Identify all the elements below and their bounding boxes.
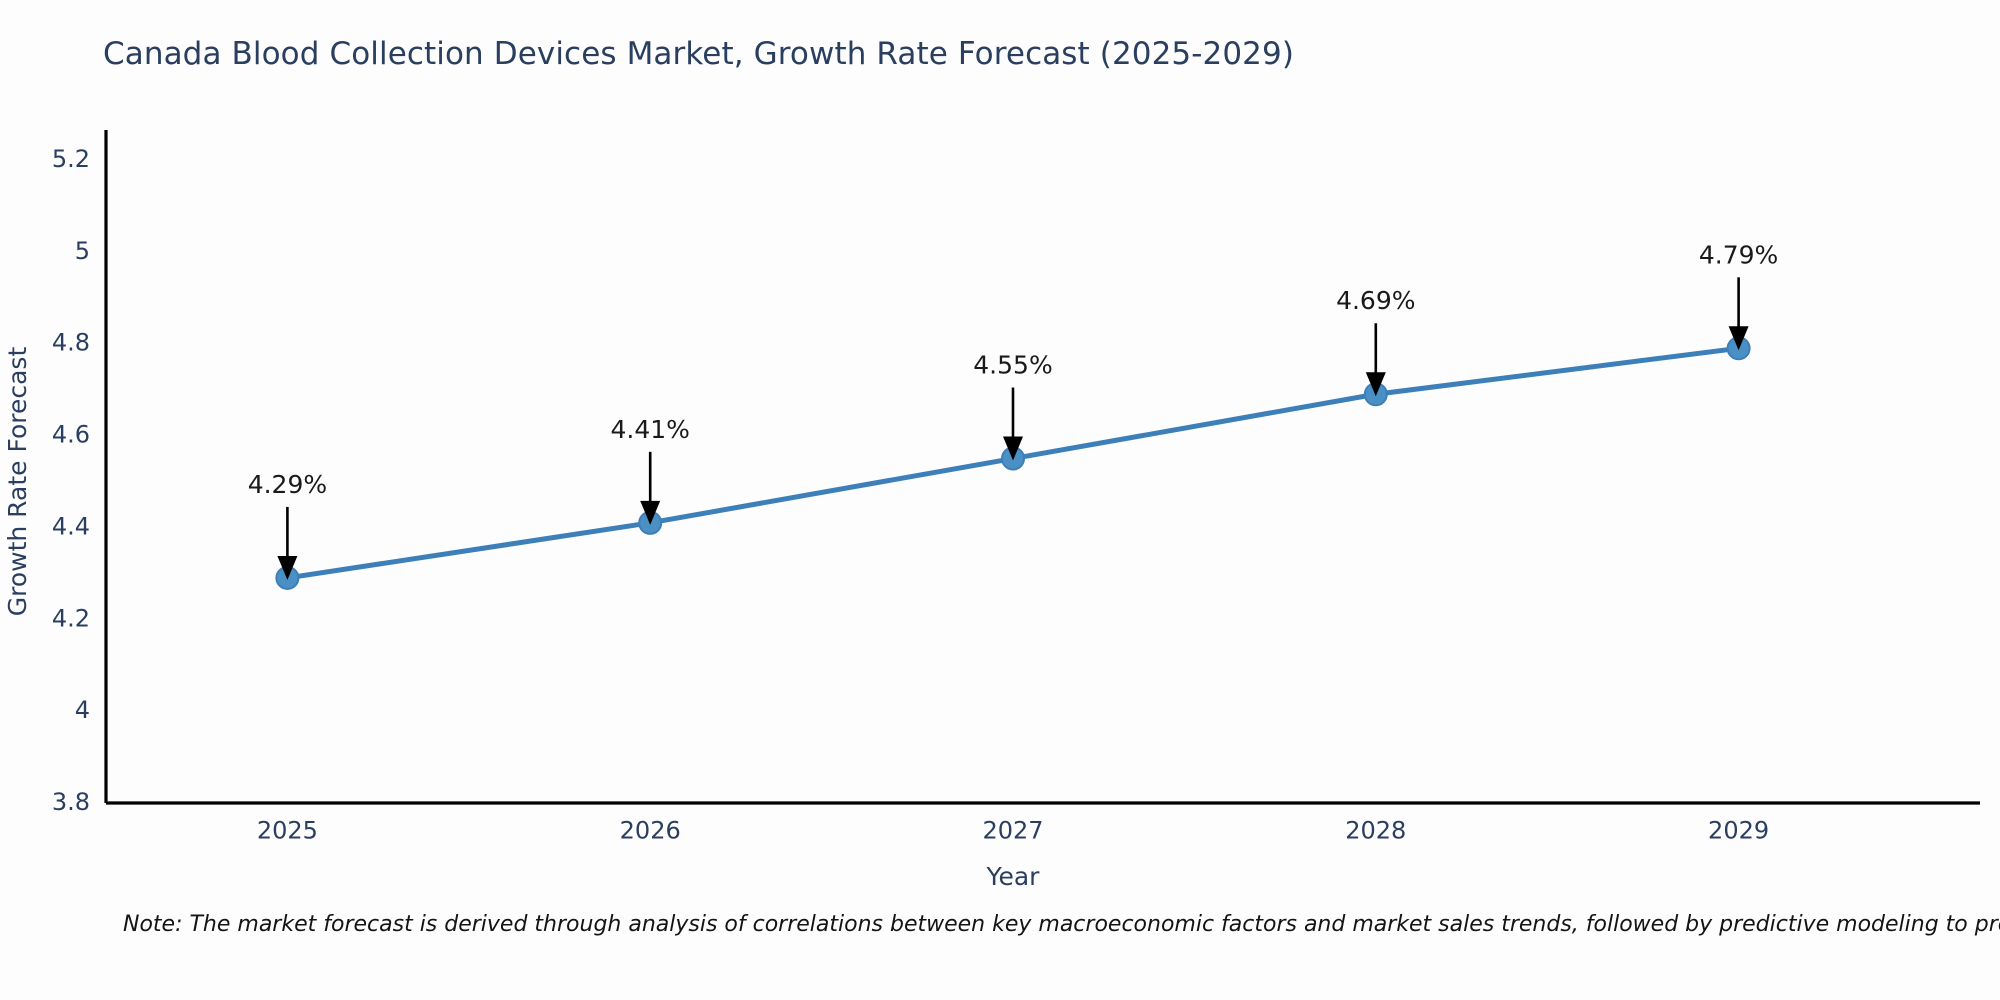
point-value-label: 4.69% xyxy=(1336,286,1415,315)
footnote-text: Note: The market forecast is derived thr… xyxy=(123,912,2000,937)
x-axis-tick-labels: 2025 2026 2027 2028 2029 xyxy=(257,817,1769,845)
y-tick-label: 4.6 xyxy=(52,421,90,449)
page-title: Canada Blood Collection Devices Market, … xyxy=(103,36,1295,72)
y-axis-tick-labels: 3.8 4 4.2 4.4 4.6 4.8 5 5.2 xyxy=(52,145,90,816)
x-tick-label: 2028 xyxy=(1345,817,1406,845)
x-axis-title: Year xyxy=(986,862,1041,891)
annotation-arrow-head xyxy=(640,500,661,525)
y-tick-label: 3.8 xyxy=(52,788,90,816)
annotation-arrow-head xyxy=(277,555,298,580)
x-tick-label: 2026 xyxy=(620,817,681,845)
y-tick-label: 5.2 xyxy=(52,145,90,173)
y-tick-label: 4.2 xyxy=(52,604,90,632)
annotation-arrow-head xyxy=(1365,372,1386,397)
y-tick-label: 5 xyxy=(75,237,90,265)
y-tick-label: 4.8 xyxy=(52,329,90,357)
annotation-arrow-head xyxy=(1003,436,1023,461)
x-tick-label: 2029 xyxy=(1708,817,1769,845)
x-tick-label: 2025 xyxy=(257,817,318,845)
point-value-label: 4.29% xyxy=(248,470,327,499)
point-value-label: 4.41% xyxy=(610,415,689,444)
point-value-label: 4.79% xyxy=(1699,240,1778,269)
point-value-label: 4.55% xyxy=(973,351,1052,380)
annotation-arrow-head xyxy=(1728,326,1749,351)
x-tick-label: 2027 xyxy=(982,817,1043,845)
y-axis-title: Growth Rate Forecast xyxy=(3,347,32,617)
data-point-annotations: 4.29% 4.41% 4.55% 4.69% 4.79% xyxy=(248,240,1778,580)
y-tick-label: 4.4 xyxy=(52,512,90,540)
y-tick-label: 4 xyxy=(75,696,90,724)
